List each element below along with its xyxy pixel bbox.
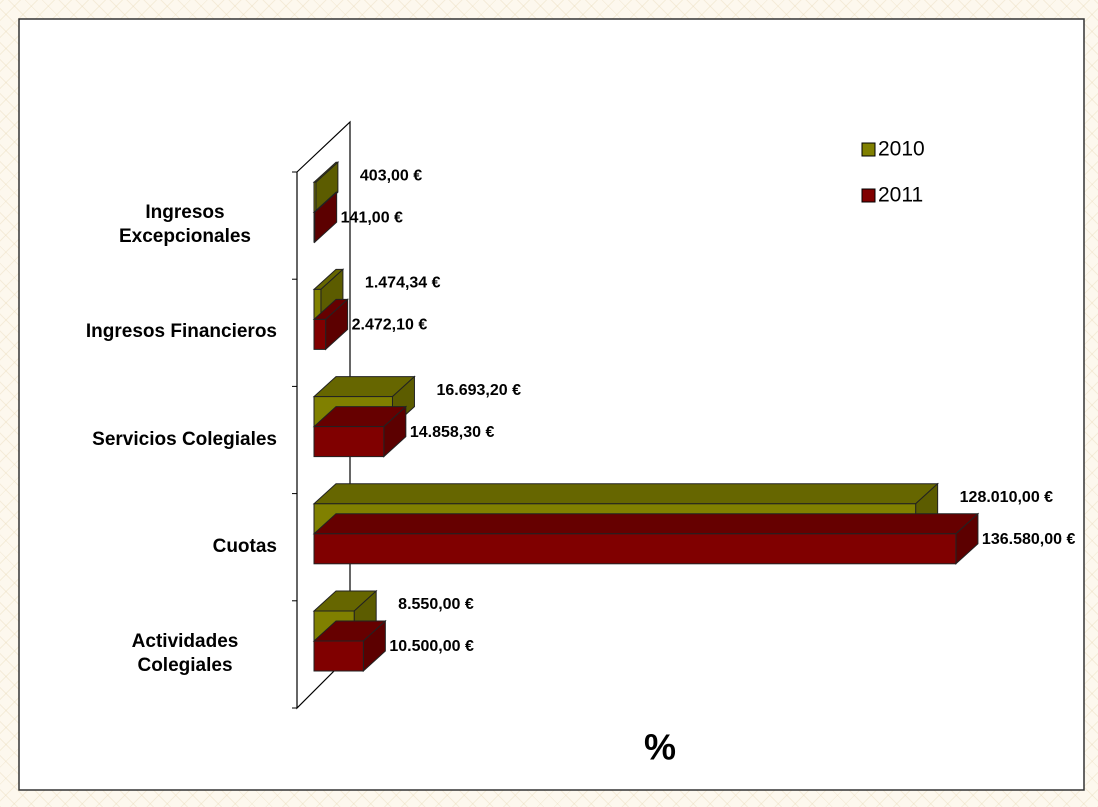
bar-front [313, 181, 317, 213]
bar [312, 161, 340, 214]
bar [312, 619, 387, 673]
bar [312, 512, 980, 565]
legend-label: 2010 [878, 138, 925, 161]
bar-front [313, 426, 385, 458]
category-label: Ingresos Financieros [85, 321, 277, 343]
value-label: 10.500,00 € [389, 638, 474, 655]
bar [312, 268, 345, 321]
bar-front [313, 211, 316, 243]
value-label: 14.858,30 € [410, 424, 495, 441]
value-label: 16.693,20 € [436, 382, 521, 399]
value-label: 136.580,00 € [982, 531, 1076, 548]
bar-top [312, 483, 939, 505]
bar-top [312, 513, 980, 535]
legend-swatch [861, 188, 876, 203]
legend-swatch [861, 142, 876, 157]
chart-frame [18, 18, 1085, 791]
bar-front [313, 533, 957, 565]
category-label: Ingresos Excepcionales [118, 202, 252, 248]
bar [312, 298, 349, 351]
legend-label: 2011 [878, 184, 923, 207]
value-label: 128.010,00 € [960, 489, 1054, 506]
value-label: 403,00 € [360, 167, 422, 184]
bar-front [313, 640, 364, 672]
bar [312, 405, 408, 458]
bar [312, 191, 338, 244]
bar-front [313, 318, 327, 350]
value-label: 141,00 € [341, 209, 403, 226]
value-label: 8.550,00 € [398, 596, 474, 613]
category-label: Actividades Colegiales [131, 631, 239, 676]
category-label: Servicios Colegiales [92, 428, 277, 450]
value-label: 2.472,10 € [352, 317, 428, 334]
category-label: Cuotas [212, 535, 277, 557]
value-label: 1.474,34 € [365, 275, 441, 292]
x-axis-label: % [644, 727, 676, 768]
